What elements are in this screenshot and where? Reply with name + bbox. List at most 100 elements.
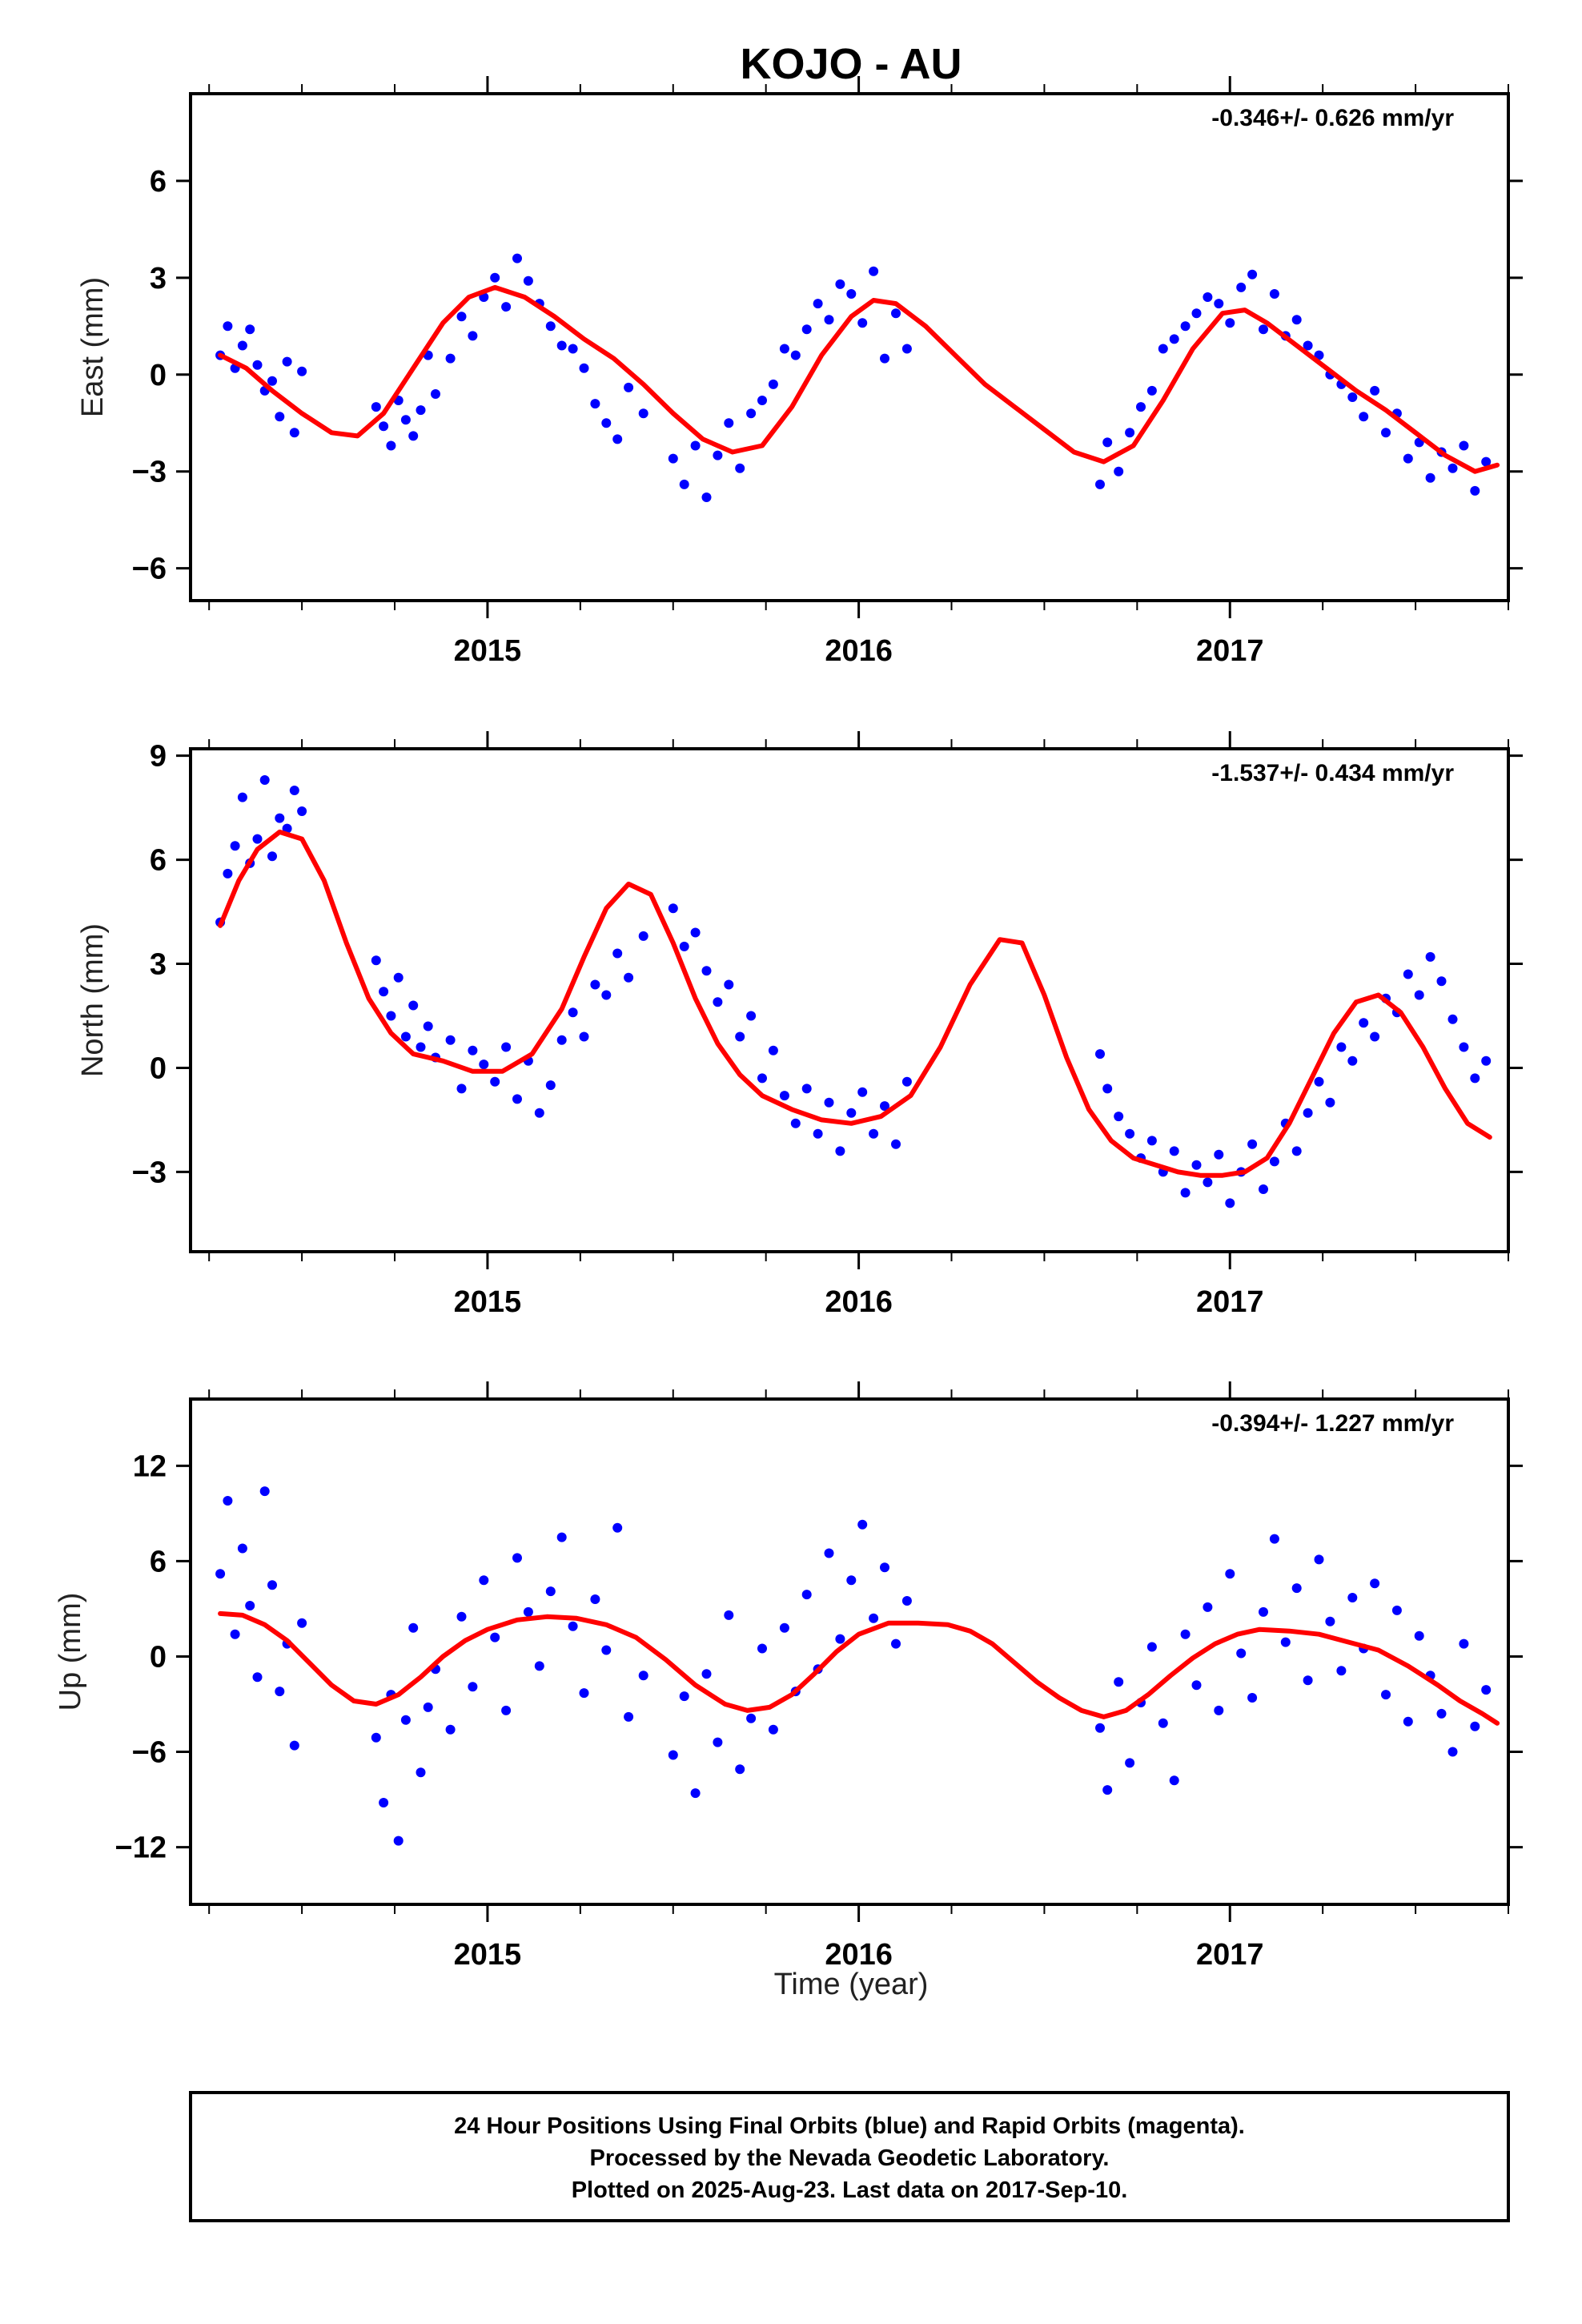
data-point bbox=[701, 1669, 712, 1679]
footer-box: 24 Hour Positions Using Final Orbits (bl… bbox=[189, 2091, 1510, 2222]
data-point bbox=[1125, 428, 1135, 438]
data-point bbox=[1459, 1638, 1469, 1649]
data-point bbox=[456, 1611, 467, 1622]
data-point bbox=[1158, 1718, 1168, 1728]
data-point bbox=[416, 1767, 426, 1778]
data-point bbox=[735, 463, 745, 473]
data-point bbox=[857, 1087, 868, 1097]
y-tick-label: 3 bbox=[150, 262, 167, 296]
data-point bbox=[1314, 1076, 1324, 1087]
data-point bbox=[601, 990, 612, 1000]
data-point bbox=[408, 1000, 419, 1011]
rate-label: -1.537+/- 0.434 mm/yr bbox=[1211, 760, 1454, 786]
x-tick-label: 2017 bbox=[1196, 1938, 1264, 1972]
data-point bbox=[1259, 324, 1268, 335]
data-point bbox=[1136, 402, 1146, 412]
data-point bbox=[891, 1638, 901, 1649]
data-point bbox=[768, 1045, 778, 1055]
panel-east: 2015 2016 2017 −6 −3 0 3 6 East (mm) -0.346+/- 0.… bbox=[76, 76, 1523, 668]
data-point bbox=[768, 1724, 778, 1735]
data-point bbox=[468, 1045, 478, 1055]
data-point bbox=[223, 321, 233, 332]
x-tick-label: 2016 bbox=[825, 1285, 893, 1319]
data-point bbox=[1403, 1716, 1413, 1727]
data-point bbox=[801, 1590, 812, 1600]
data-point bbox=[379, 421, 389, 432]
data-point bbox=[880, 1562, 889, 1573]
data-point bbox=[1146, 385, 1157, 396]
data-point bbox=[624, 1711, 634, 1722]
data-point bbox=[701, 966, 712, 976]
data-point bbox=[1403, 969, 1413, 979]
data-point bbox=[237, 792, 247, 802]
data-point bbox=[468, 331, 478, 341]
data-point bbox=[1447, 463, 1458, 473]
data-point bbox=[1347, 392, 1358, 402]
data-point bbox=[1203, 1602, 1213, 1612]
data-point bbox=[1180, 1629, 1191, 1639]
data-point bbox=[1203, 1177, 1213, 1188]
data-point bbox=[813, 299, 823, 309]
data-point bbox=[901, 344, 912, 354]
data-point bbox=[252, 834, 263, 844]
data-point bbox=[757, 1643, 767, 1654]
data-point bbox=[379, 1798, 389, 1807]
data-point bbox=[568, 344, 578, 354]
panels-group: 2015 2016 2017 −6 −3 0 3 6 East (mm) -0.346+/- 0.… bbox=[54, 76, 1523, 1972]
data-point bbox=[416, 405, 426, 416]
data-point bbox=[252, 1672, 263, 1683]
y-tick-label: 0 bbox=[150, 359, 167, 392]
data-point bbox=[386, 1011, 396, 1021]
data-point bbox=[1225, 318, 1235, 328]
data-point bbox=[1291, 315, 1302, 325]
footer-line-2: Processed by the Nevada Geodetic Laborat… bbox=[590, 2145, 1110, 2171]
data-point bbox=[835, 1634, 845, 1644]
data-point bbox=[1481, 1685, 1492, 1695]
data-point bbox=[545, 1080, 556, 1091]
data-point bbox=[445, 1724, 456, 1735]
data-point bbox=[624, 382, 634, 392]
data-point bbox=[746, 408, 757, 419]
data-point bbox=[1158, 344, 1168, 354]
data-point bbox=[579, 1688, 589, 1699]
data-point bbox=[590, 979, 600, 990]
data-point bbox=[1470, 1073, 1480, 1084]
data-point bbox=[801, 1084, 812, 1094]
data-point bbox=[393, 972, 404, 983]
data-point bbox=[1102, 1084, 1113, 1094]
data-point bbox=[512, 1094, 522, 1104]
data-point bbox=[423, 1021, 433, 1031]
data-point bbox=[880, 1101, 889, 1112]
data-point bbox=[735, 1031, 745, 1042]
data-point bbox=[1325, 1097, 1335, 1108]
data-point bbox=[386, 440, 396, 451]
y-tick-label: −6 bbox=[132, 553, 167, 586]
rate-label: -0.394+/- 1.227 mm/yr bbox=[1211, 1410, 1454, 1437]
data-point bbox=[690, 927, 701, 938]
data-point bbox=[512, 1553, 522, 1563]
data-point bbox=[490, 1632, 500, 1642]
data-point bbox=[1214, 299, 1224, 309]
data-point bbox=[490, 1076, 500, 1087]
data-point bbox=[757, 1073, 767, 1084]
data-point bbox=[289, 1740, 299, 1751]
panel-up: 2015 2016 2017 −12 −6 0 6 12 Up (mm) -0.394+/- 1.… bbox=[54, 1381, 1523, 1972]
data-point bbox=[1470, 1721, 1480, 1731]
chart-title: KOJO - AU bbox=[740, 40, 962, 88]
data-point bbox=[545, 321, 556, 332]
data-point bbox=[590, 1594, 600, 1604]
y-axis-label: North (mm) bbox=[76, 923, 110, 1077]
data-point bbox=[431, 389, 440, 399]
data-point bbox=[1269, 1156, 1279, 1167]
data-point bbox=[379, 987, 389, 997]
data-point bbox=[1225, 1198, 1235, 1208]
data-point bbox=[1459, 1042, 1469, 1052]
data-point bbox=[801, 324, 812, 335]
data-point bbox=[612, 948, 623, 959]
data-point bbox=[245, 1601, 255, 1610]
panel-north: 2015 2016 2017 −3 0 3 6 9 North (mm) -1.537+/- 0.… bbox=[76, 731, 1523, 1319]
data-point bbox=[668, 903, 678, 914]
y-axis-label: East (mm) bbox=[76, 277, 110, 417]
data-point bbox=[579, 363, 589, 373]
